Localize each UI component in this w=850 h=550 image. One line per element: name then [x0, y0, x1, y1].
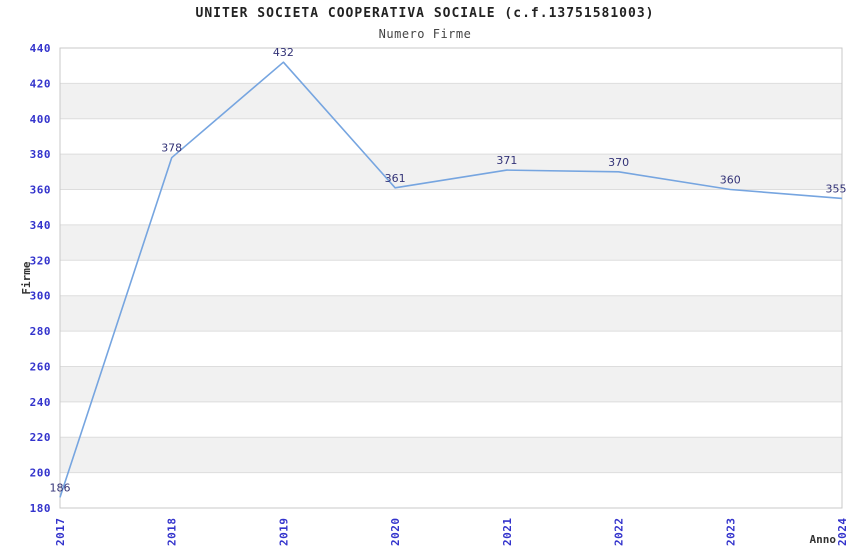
y-tick-label: 380 — [30, 148, 51, 161]
y-tick-label: 240 — [30, 396, 51, 409]
data-point-label: 360 — [720, 174, 741, 187]
plot-band — [60, 295, 842, 332]
plot-band — [60, 224, 842, 261]
y-tick-label: 280 — [30, 325, 51, 338]
y-tick-label: 220 — [30, 431, 51, 444]
chart-title: UNITER SOCIETA COOPERATIVA SOCIALE (c.f.… — [195, 6, 655, 21]
plot-border — [59, 47, 843, 509]
plot-band — [60, 437, 842, 473]
y-tick-label: 340 — [30, 219, 51, 232]
y-tick-label: 320 — [30, 254, 51, 267]
x-tick-label: 2020 — [389, 518, 402, 547]
x-tick-label: 2017 — [54, 518, 67, 547]
x-tick-label: 2022 — [613, 518, 626, 547]
plot-band — [60, 48, 842, 84]
y-tick-label: 200 — [30, 467, 51, 480]
data-line — [59, 61, 843, 498]
chart-subtitle: Numero Firme — [378, 27, 472, 41]
plot-band — [60, 260, 842, 296]
x-tick-label: 2018 — [166, 518, 179, 547]
plot-band — [60, 366, 842, 402]
data-point-label: 361 — [385, 172, 406, 185]
y-tick-label: 300 — [30, 290, 51, 303]
data-point-label: 355 — [826, 182, 847, 195]
x-tick-label: 2023 — [724, 518, 737, 547]
y-tick-label: 420 — [30, 77, 51, 90]
x-tick-label: 2024 — [836, 518, 849, 547]
x-tick-label: 2021 — [501, 518, 514, 547]
data-point-label: 378 — [161, 142, 182, 155]
plot-band — [60, 118, 842, 155]
y-tick-label: 400 — [30, 113, 51, 126]
data-point-label: 371 — [496, 154, 517, 167]
data-point-label: 370 — [608, 156, 629, 169]
plot-band — [60, 83, 842, 119]
y-tick-label: 440 — [30, 42, 51, 55]
plot-band — [60, 331, 842, 367]
x-tick-label: 2019 — [277, 518, 290, 547]
plot-band — [60, 472, 842, 508]
x-axis-title: Anno — [810, 533, 837, 546]
y-tick-label: 260 — [30, 361, 51, 374]
y-tick-label: 180 — [30, 502, 51, 515]
y-tick-label: 360 — [30, 184, 51, 197]
plot-band — [60, 154, 842, 190]
data-point-label: 432 — [273, 46, 294, 59]
plot-band — [60, 401, 842, 438]
data-point-label: 186 — [50, 481, 71, 494]
y-axis-title: Firme — [20, 261, 33, 294]
plot-band — [60, 189, 842, 225]
